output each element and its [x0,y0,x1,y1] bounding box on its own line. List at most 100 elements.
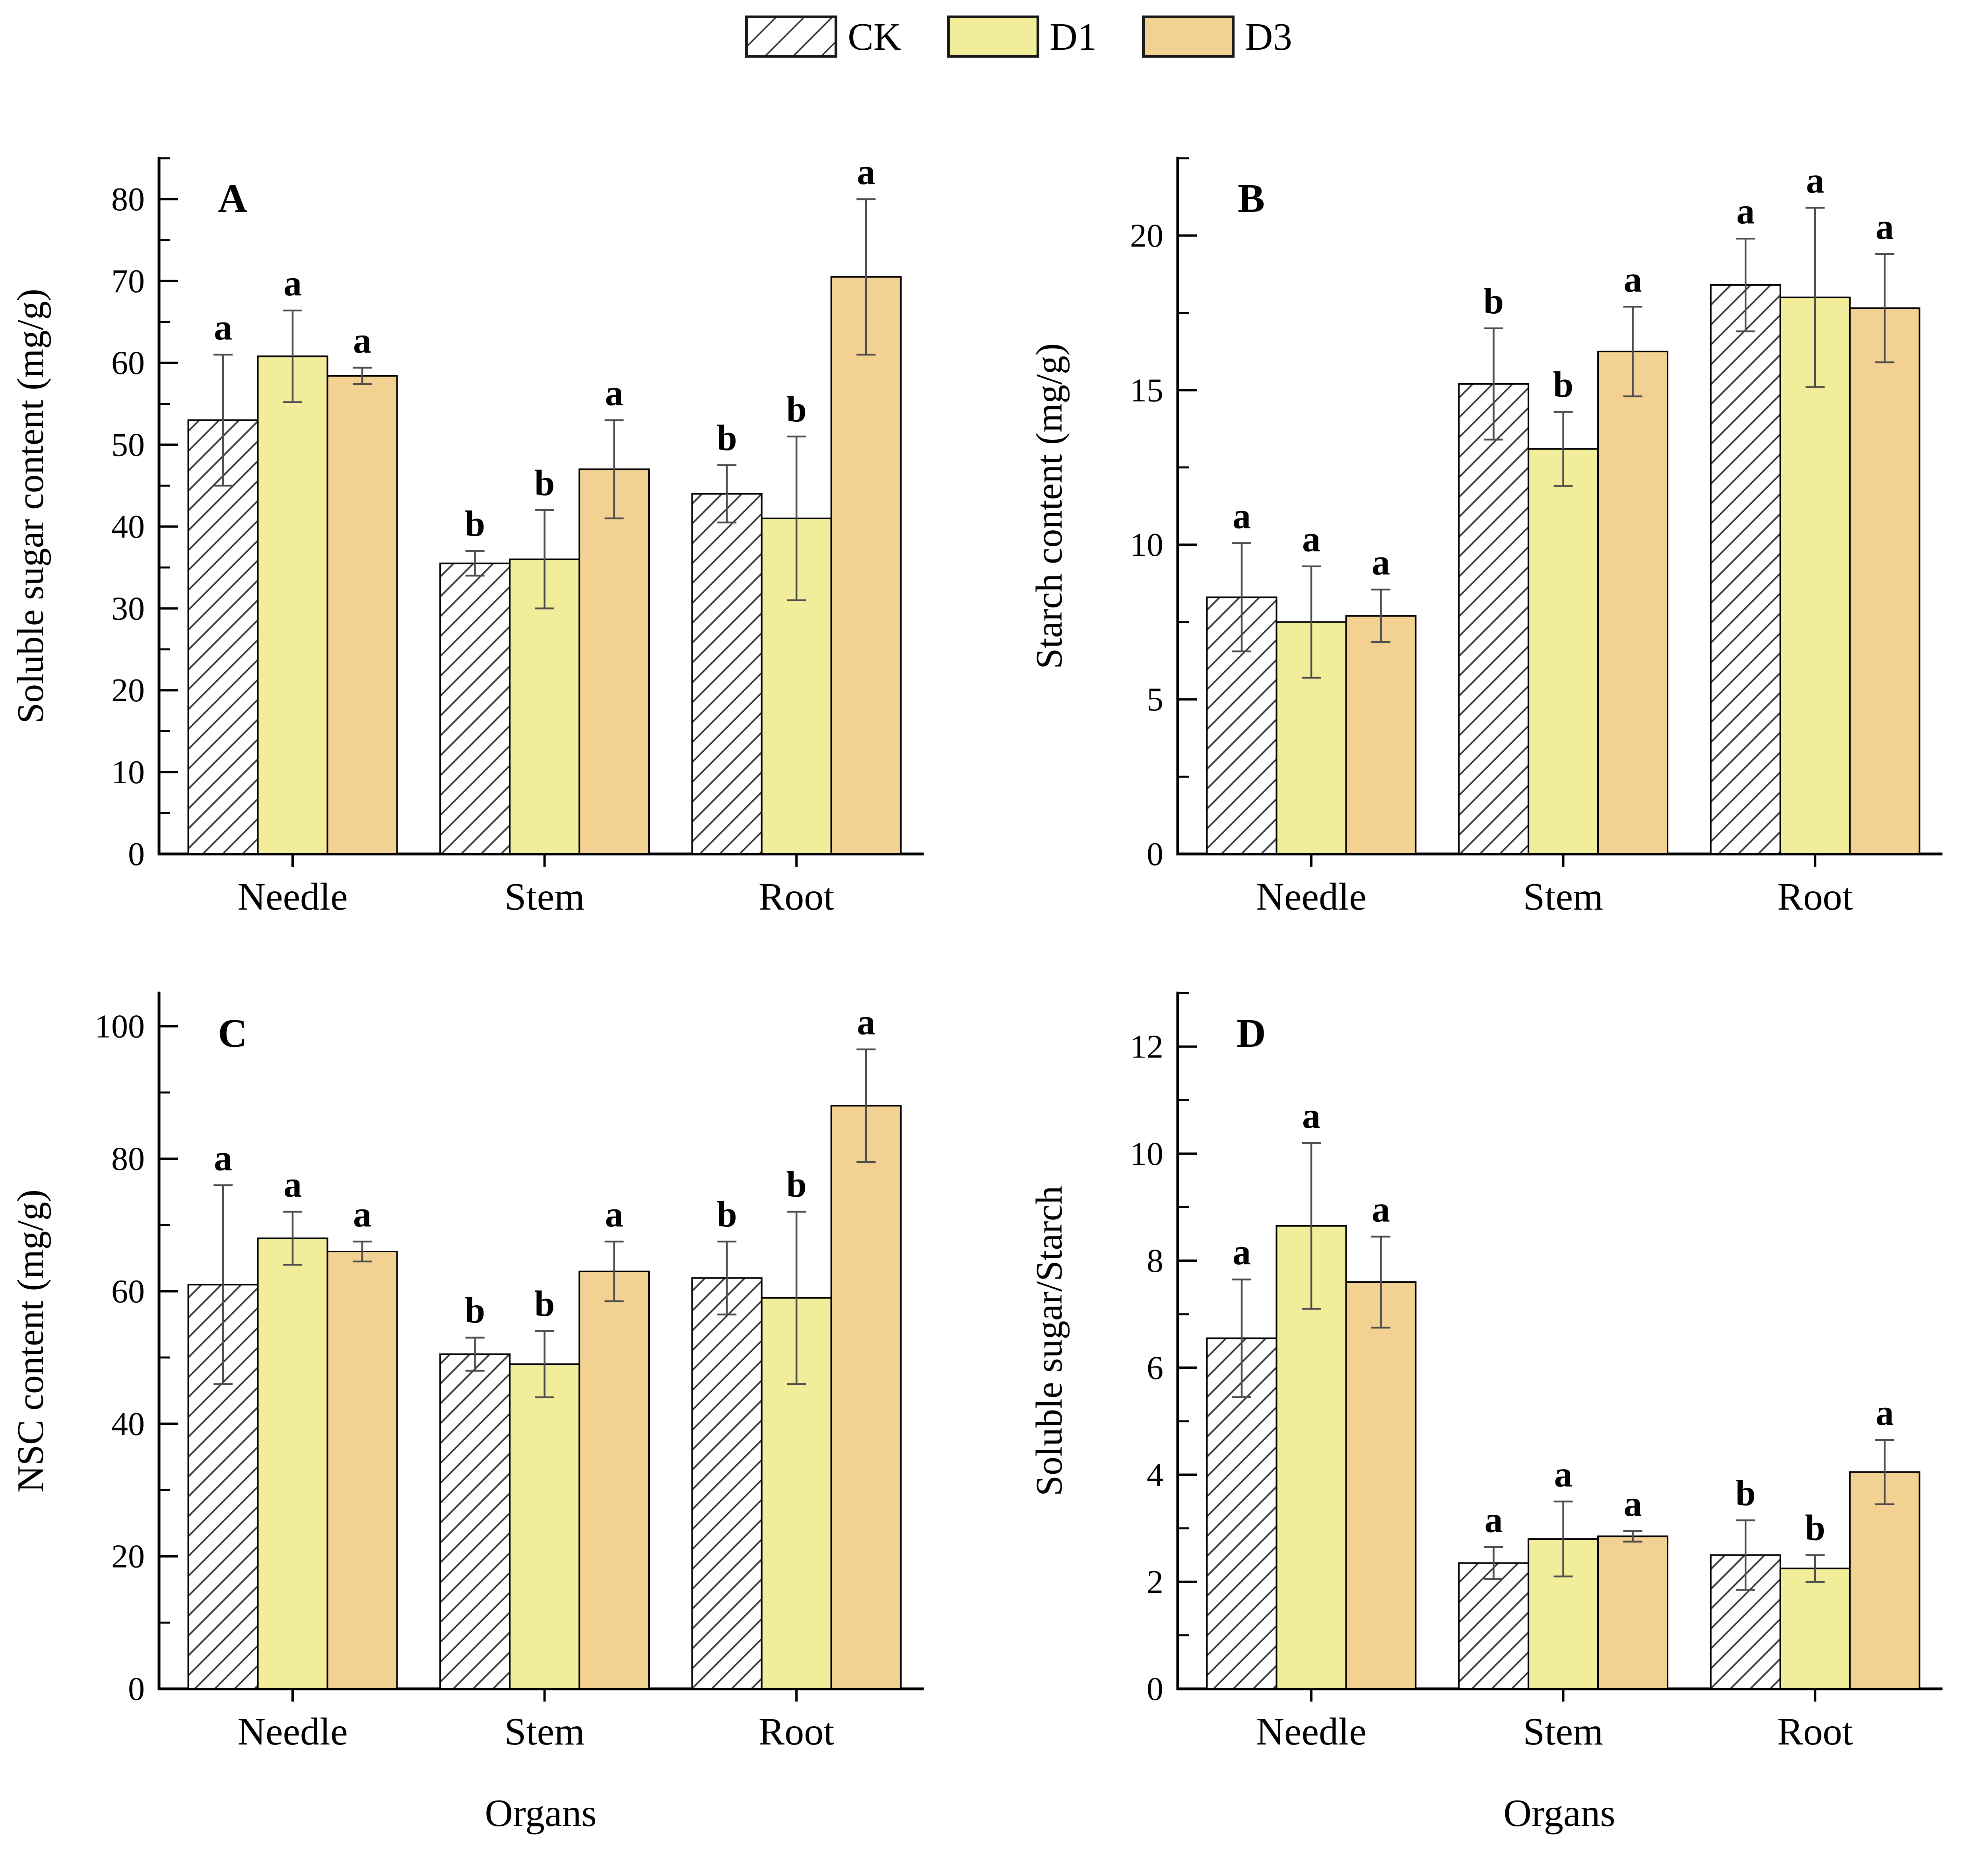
significance-letter: a [1372,1189,1390,1230]
x-category-label: Stem [1523,1710,1603,1753]
bar-d3-stem [1597,351,1669,855]
x-axis-ticks: Needle Stem Root [237,854,834,918]
x-category-label: Stem [505,1710,584,1753]
significance-letters: a b b a b b a a a [214,1002,875,1331]
panel-letter: A [218,176,247,221]
legend-label-d1: D1 [1049,15,1097,58]
y-tick-label: 100 [95,1008,145,1045]
bar-d3-stem [579,468,650,855]
y-axis-ticks: 0 20 40 60 80 100 [95,1008,178,1708]
significance-letter: b [534,1283,555,1324]
significance-letter: a [214,1137,232,1178]
x-axis-ticks: Needle Stem Root [1256,1689,1853,1753]
legend-swatch-d3 [1142,16,1235,58]
x-category-label: Needle [237,1710,348,1753]
significance-letter: a [1233,1232,1251,1272]
y-tick-label: 50 [111,427,145,464]
significance-letter: a [1302,1095,1320,1136]
y-axis-title: Starch content (mg/g) [1029,343,1070,669]
significance-letter: b [465,503,485,544]
panel-d-sugar-starch-ratio: 0 2 4 6 8 10 12 D Soluble sugar/Starch Needle Stem… [1019,929,1988,1840]
error-bars [214,198,876,609]
significance-letter: a [605,373,623,413]
bar-d1-needle [257,1237,328,1690]
bar-ck-root [691,493,763,855]
bar-d3-root [1849,1471,1920,1690]
x-category-label: Root [1777,1710,1853,1753]
y-tick-label: 40 [111,508,145,545]
significance-letter: b [465,1290,485,1331]
significance-letter: a [1554,1454,1573,1494]
significance-letters: a b b a b b a a a [214,151,875,544]
chart-panel-b: 0 5 10 15 20 B Starch content (mg/g) Needle Stem… [1029,157,1943,918]
significance-letter: b [1805,1507,1825,1548]
significance-letter: a [857,151,875,192]
significance-letter: a [353,320,371,361]
chart-panel-c: 0 20 40 60 80 100 C NSC content (mg/g) Needle Ste… [10,992,924,1835]
bar-d3-needle [326,1251,398,1690]
significance-letter: a [1875,206,1894,247]
x-axis-ticks: Needle Stem Root [1256,854,1853,918]
x-category-label: Root [759,875,835,918]
significance-letters: a a b a a b a a a [1233,1095,1894,1548]
bar-d1-root [1779,297,1851,855]
significance-letter: b [1483,281,1504,321]
bar-ck-stem [439,563,511,855]
x-category-label: Stem [505,875,584,918]
panels-grid: 0 10 20 30 40 50 60 70 80 A Soluble sugar content … [0,63,1988,1840]
bar-d1-needle [1276,1225,1347,1690]
y-tick-label: 0 [128,1671,145,1708]
y-axis-ticks: 0 2 4 6 8 10 12 [1130,992,1197,1708]
y-tick-label: 15 [1130,372,1163,409]
panel-letter: D [1237,1011,1266,1056]
bar-d3-root [830,1105,902,1690]
error-bars [1232,1142,1895,1591]
significance-letter: b [786,389,807,429]
significance-letter: b [1736,1473,1756,1513]
significance-letter: a [1875,1392,1894,1433]
axes [1176,157,1943,856]
y-tick-label: 70 [111,263,145,300]
significance-letter: a [1624,259,1642,299]
axes [157,157,924,856]
y-tick-label: 5 [1147,681,1163,718]
bar-ck-stem [1458,383,1530,855]
legend-item-ck: CK [745,16,901,58]
axes [157,992,924,1690]
significance-letter: a [283,263,302,303]
y-tick-label: 4 [1147,1457,1163,1494]
y-tick-label: 10 [1130,1135,1163,1172]
bars [1206,1225,1920,1690]
axes [1176,992,1943,1690]
legend-label-ck: CK [848,15,901,58]
y-tick-label: 2 [1147,1564,1163,1601]
y-tick-label: 20 [111,1538,145,1575]
significance-letter: b [717,417,737,458]
y-axis-title: Soluble sugar content (mg/g) [10,289,51,724]
x-axis-title: Organs [485,1792,596,1835]
legend-label-d3: D3 [1245,15,1292,58]
y-tick-label: 6 [1147,1349,1163,1386]
error-bars [214,1048,876,1398]
y-tick-label: 12 [1130,1028,1163,1065]
significance-letter: b [534,462,555,503]
x-category-label: Needle [237,875,348,918]
significance-letter: a [1485,1499,1503,1540]
panel-letter: C [218,1011,247,1056]
chart-panel-d: 0 2 4 6 8 10 12 D Soluble sugar/Starch Needle Stem… [1029,992,1943,1835]
significance-letter: a [1806,160,1824,200]
significance-letter: a [605,1194,623,1234]
bar-d3-stem [579,1271,650,1690]
chart-panel-a: 0 10 20 30 40 50 60 70 80 A Soluble sugar content … [10,151,924,918]
bar-ck-root [691,1277,763,1690]
y-tick-label: 0 [1147,836,1163,873]
y-tick-label: 60 [111,1273,145,1310]
bar-ck-stem [439,1353,511,1690]
y-tick-label: 80 [111,1141,145,1178]
significance-letter: a [214,307,232,347]
bar-d3-needle [1345,615,1417,855]
x-axis-title: Organs [1503,1792,1615,1835]
significance-letter: a [353,1194,371,1234]
bar-d1-stem [509,1363,580,1690]
